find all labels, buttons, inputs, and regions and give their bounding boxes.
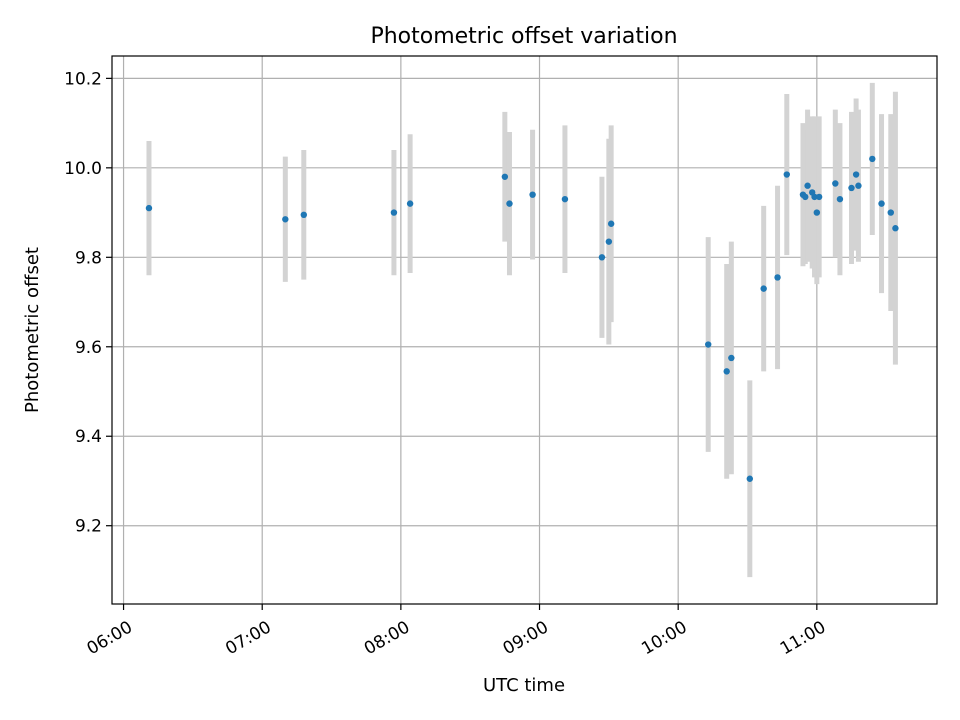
data-point xyxy=(282,216,289,223)
data-point xyxy=(705,341,712,348)
x-axis-label: UTC time xyxy=(483,675,565,696)
plot-frame xyxy=(111,55,938,605)
y-tick-label: 10.2 xyxy=(64,69,102,89)
data-point xyxy=(598,254,606,261)
data-point xyxy=(869,155,876,163)
y-tick-label: 9.2 xyxy=(75,517,102,537)
data-point xyxy=(774,274,781,281)
data-points xyxy=(145,155,899,482)
y-axis-ticks: 9.2 9.4 9.6 9.8 10.0 10.2 xyxy=(64,69,112,537)
data-point xyxy=(855,182,862,189)
data-point xyxy=(300,211,308,219)
data-point xyxy=(878,200,885,207)
y-tick-label: 10.0 xyxy=(64,159,102,179)
data-point xyxy=(390,209,398,216)
data-point xyxy=(887,209,894,216)
data-point xyxy=(605,238,613,245)
y-tick-label: 9.8 xyxy=(75,248,102,268)
data-point xyxy=(832,180,839,187)
data-point xyxy=(836,195,844,203)
data-point xyxy=(746,475,754,482)
data-point xyxy=(406,200,414,207)
y-tick-label: 9.6 xyxy=(75,338,102,358)
data-point xyxy=(760,285,767,292)
data-point xyxy=(501,173,509,180)
data-point xyxy=(852,171,860,178)
data-point xyxy=(145,204,153,212)
data-point xyxy=(815,193,823,201)
data-point xyxy=(813,209,821,216)
y-axis-label: Photometric offset xyxy=(22,247,43,413)
data-point xyxy=(892,225,899,232)
y-tick-label: 9.4 xyxy=(75,427,102,447)
data-point xyxy=(811,193,818,201)
data-point xyxy=(529,191,536,198)
data-point xyxy=(607,220,615,227)
data-point xyxy=(728,354,735,362)
chart-title: Photometric offset variation xyxy=(370,24,677,49)
data-point xyxy=(802,193,809,201)
data-point xyxy=(723,368,730,375)
data-point xyxy=(561,195,569,203)
data-point xyxy=(848,184,855,192)
data-point xyxy=(506,200,513,207)
data-point xyxy=(804,182,811,189)
data-point xyxy=(783,171,790,178)
